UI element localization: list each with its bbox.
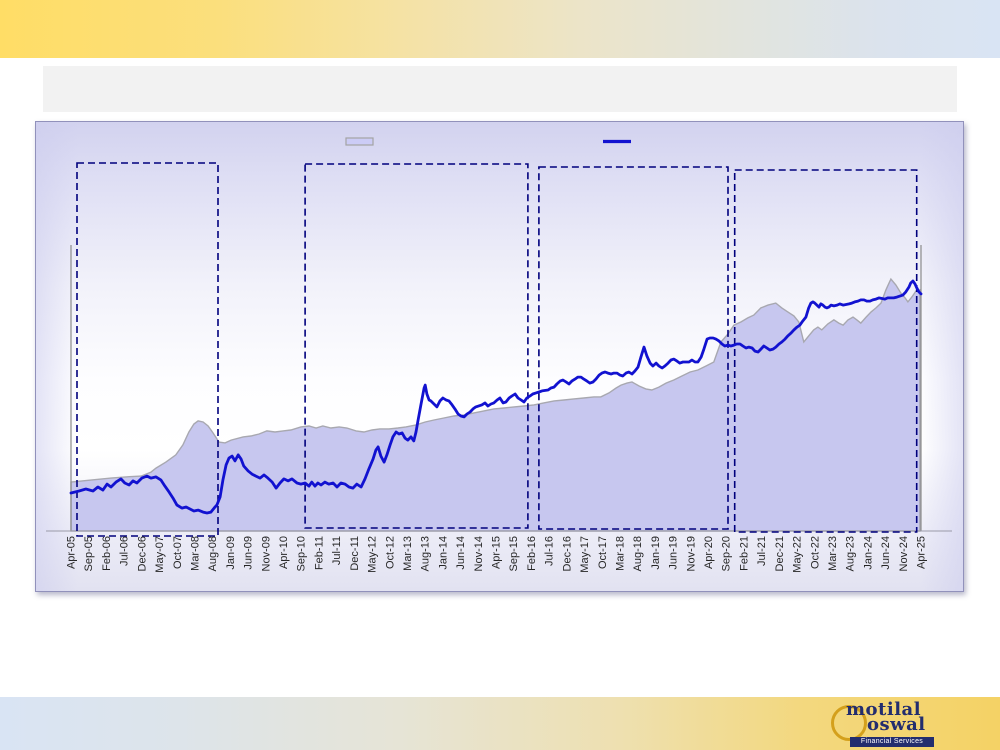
x-tick-label: Jul-16: [544, 536, 556, 566]
x-tick-label: Oct-22: [809, 536, 821, 569]
logo-text-motilal: motilal: [846, 699, 922, 720]
x-tick-label: Nov-19: [685, 536, 697, 571]
x-tick-label: Jun-24: [880, 536, 892, 570]
highlight-box-2: [304, 163, 529, 529]
x-tick-label: Jul-21: [756, 536, 768, 566]
logo-text-oswal: oswal: [867, 714, 926, 735]
x-tick-label: May-07: [154, 536, 166, 573]
x-tick-label: Jul-06: [119, 536, 131, 566]
x-tick-label: Jan-09: [225, 536, 237, 570]
highlight-box-3: [538, 166, 729, 530]
x-tick-label: Nov-14: [473, 536, 485, 571]
chart-svg: Apr-05 Sep-05 Feb-06 Jul-06 Dec-06 May-07 Oct-…: [46, 137, 952, 573]
x-tick-label: Feb-21: [738, 536, 750, 571]
x-tick-label: Mar-23: [827, 536, 839, 571]
x-tick-label: Sep-20: [721, 536, 733, 571]
x-tick-label: May-17: [579, 536, 591, 573]
x-tick-label: Dec-06: [136, 536, 148, 571]
slide-title-bar: [43, 66, 957, 112]
x-tick-label: Feb-06: [101, 536, 113, 571]
x-tick-label: May-22: [792, 536, 804, 573]
x-tick-label: Mar-13: [402, 536, 414, 571]
x-tick-label: Jul-11: [331, 536, 343, 565]
x-tick-label: Oct-17: [597, 536, 609, 569]
highlight-box-1: [76, 162, 219, 537]
x-tick-label: Sep-15: [508, 536, 520, 571]
x-tick-label: Mar-18: [615, 536, 627, 571]
x-tick-label: Sep-05: [83, 536, 95, 571]
x-tick-label: Nov-09: [260, 536, 272, 571]
x-tick-label: Dec-21: [774, 536, 786, 571]
x-tick-label: Nov-24: [898, 536, 910, 571]
highlight-box-4: [733, 169, 918, 533]
x-tick-label: Apr-05: [66, 536, 78, 569]
x-tick-label: May-12: [367, 536, 379, 573]
legend-area-swatch: [345, 137, 374, 146]
top-gradient-band: [0, 0, 1000, 58]
x-tick-label: Jan-24: [862, 536, 874, 570]
motilal-oswal-logo: motilal oswal Financial Services: [826, 700, 942, 748]
x-tick-label: Aug-23: [845, 536, 857, 571]
x-tick-label: Apr-10: [278, 536, 290, 569]
x-tick-label: Dec-16: [561, 536, 573, 571]
x-tick-label: Feb-11: [313, 536, 325, 570]
x-tick-label: Jun-14: [455, 536, 467, 570]
x-tick-label: Apr-25: [916, 536, 928, 569]
x-tick-label: Feb-16: [526, 536, 538, 571]
x-tick-label: Jan-14: [437, 536, 449, 570]
line-series-path: [69, 279, 923, 515]
x-tick-label: Oct-07: [172, 536, 184, 569]
x-tick-label: Aug-18: [632, 536, 644, 571]
x-tick-label: Aug-13: [420, 536, 432, 571]
x-tick-label: Apr-15: [491, 536, 503, 569]
x-tick-label: Oct-12: [384, 536, 396, 569]
logo-tagline: Financial Services: [850, 737, 934, 747]
area-series-path: [70, 277, 921, 532]
x-tick-label: Mar-08: [190, 536, 202, 571]
logo-ring-icon: [831, 705, 867, 741]
x-tick-label: Apr-20: [703, 536, 715, 569]
x-tick-label: Jun-09: [243, 536, 255, 570]
x-tick-label: Jan-19: [650, 536, 662, 570]
x-tick-label: Dec-11: [349, 536, 361, 571]
x-tick-label: Aug-08: [207, 536, 219, 571]
x-tick-label: Jun-19: [668, 536, 680, 570]
chart-frame: Apr-05 Sep-05 Feb-06 Jul-06 Dec-06 May-07 Oct-…: [35, 121, 964, 592]
x-tick-label: Sep-10: [296, 536, 308, 571]
